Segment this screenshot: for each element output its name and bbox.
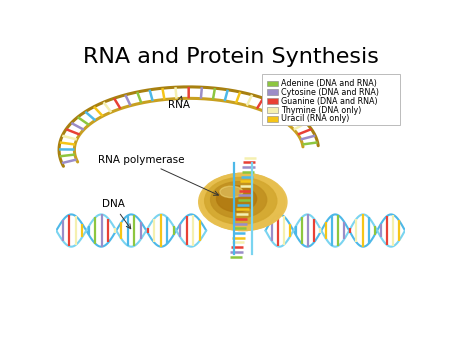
Ellipse shape (201, 173, 285, 231)
FancyBboxPatch shape (267, 98, 279, 104)
Text: RNA and Protein Synthesis: RNA and Protein Synthesis (83, 47, 378, 67)
FancyBboxPatch shape (262, 74, 400, 125)
FancyBboxPatch shape (267, 81, 279, 87)
Text: Guanine (DNA and RNA): Guanine (DNA and RNA) (281, 97, 378, 106)
Ellipse shape (211, 182, 267, 218)
Text: RNA: RNA (168, 96, 190, 110)
Text: Cytosine (DNA and RNA): Cytosine (DNA and RNA) (281, 88, 379, 97)
FancyBboxPatch shape (267, 107, 279, 113)
Text: RNA polymerase: RNA polymerase (98, 155, 218, 195)
FancyBboxPatch shape (267, 90, 279, 95)
Text: DNA: DNA (102, 199, 130, 229)
Ellipse shape (220, 186, 243, 198)
Text: Uracil (RNA only): Uracil (RNA only) (281, 114, 350, 123)
Ellipse shape (199, 173, 287, 231)
Ellipse shape (205, 177, 277, 224)
Text: Adenine (DNA and RNA): Adenine (DNA and RNA) (281, 79, 377, 88)
FancyBboxPatch shape (267, 116, 279, 122)
Ellipse shape (216, 186, 256, 212)
Text: Thymine (DNA only): Thymine (DNA only) (281, 105, 361, 115)
